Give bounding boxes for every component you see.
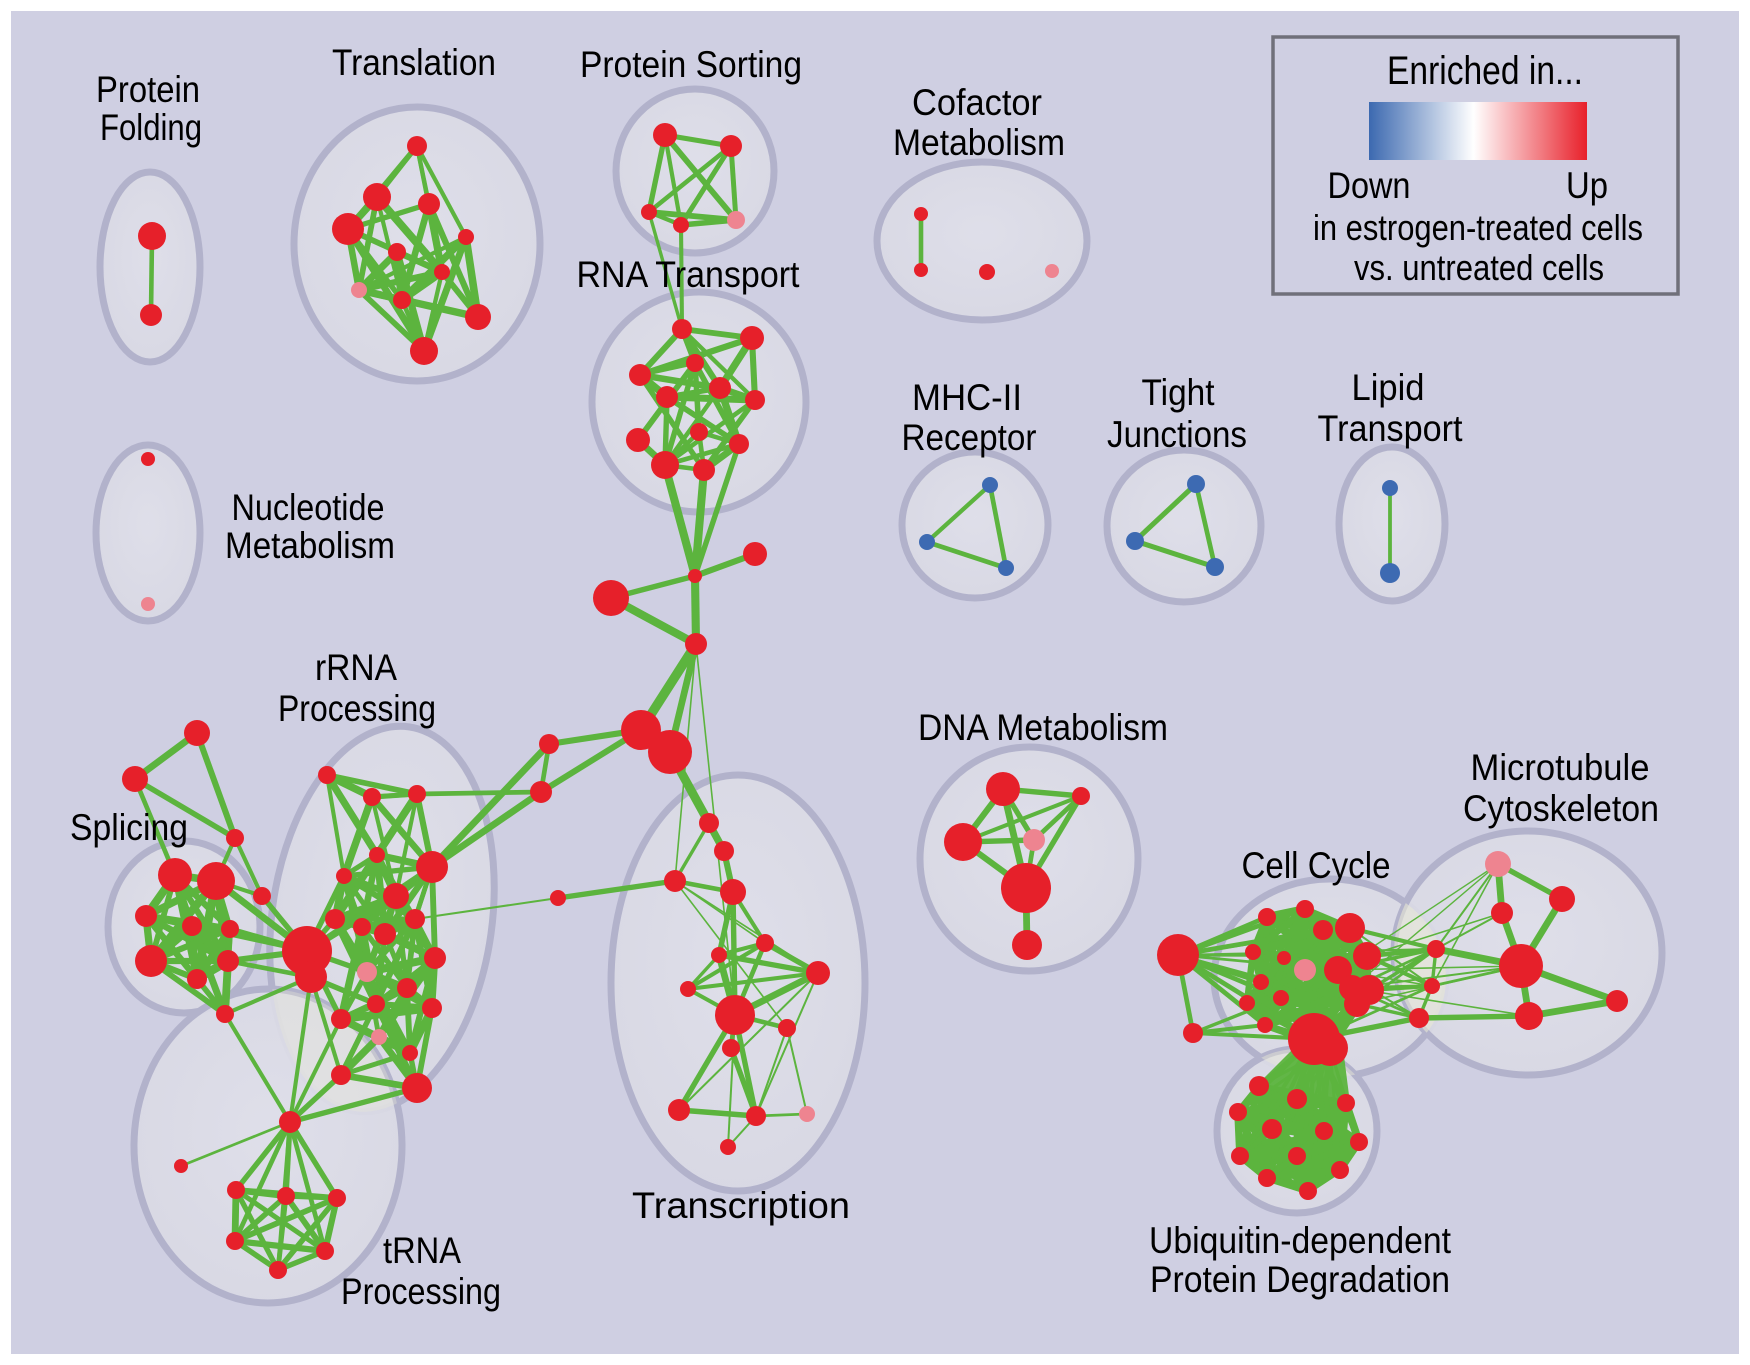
svg-text:Ubiquitin-dependent: Ubiquitin-dependent [1149, 1220, 1452, 1261]
svg-text:Splicing: Splicing [70, 807, 188, 848]
svg-text:DNA Metabolism: DNA Metabolism [918, 707, 1168, 748]
svg-text:Transcription: Transcription [632, 1185, 850, 1226]
svg-text:Metabolism: Metabolism [893, 122, 1065, 163]
svg-text:Protein: Protein [96, 69, 200, 110]
svg-text:Protein Sorting: Protein Sorting [580, 44, 802, 85]
svg-text:RNA Transport: RNA Transport [577, 254, 801, 295]
svg-text:vs. untreated cells: vs. untreated cells [1354, 247, 1604, 288]
svg-text:Up: Up [1566, 165, 1608, 206]
svg-text:Transport: Transport [1318, 408, 1464, 449]
svg-text:MHC-II: MHC-II [912, 377, 1022, 418]
svg-text:Protein Degradation: Protein Degradation [1150, 1259, 1450, 1300]
svg-text:Folding: Folding [100, 107, 202, 148]
svg-text:Cytoskeleton: Cytoskeleton [1463, 788, 1659, 829]
svg-text:Nucleotide: Nucleotide [232, 487, 385, 528]
svg-text:Down: Down [1328, 165, 1411, 206]
svg-text:Processing: Processing [278, 688, 436, 729]
svg-text:Receptor: Receptor [902, 417, 1037, 458]
svg-text:Processing: Processing [341, 1271, 501, 1312]
svg-text:Enriched in...: Enriched in... [1387, 49, 1583, 93]
svg-text:Cofactor: Cofactor [912, 82, 1042, 123]
svg-text:Lipid: Lipid [1352, 367, 1425, 408]
svg-text:Junctions: Junctions [1107, 414, 1247, 455]
svg-text:Cell Cycle: Cell Cycle [1242, 845, 1391, 886]
svg-text:Tight: Tight [1142, 372, 1216, 413]
svg-text:Translation: Translation [332, 42, 496, 83]
svg-text:Microtubule: Microtubule [1471, 747, 1650, 788]
svg-text:tRNA: tRNA [383, 1230, 461, 1271]
svg-text:Metabolism: Metabolism [225, 525, 395, 566]
svg-text:in estrogen-treated cells: in estrogen-treated cells [1313, 207, 1643, 248]
svg-text:rRNA: rRNA [315, 647, 397, 688]
